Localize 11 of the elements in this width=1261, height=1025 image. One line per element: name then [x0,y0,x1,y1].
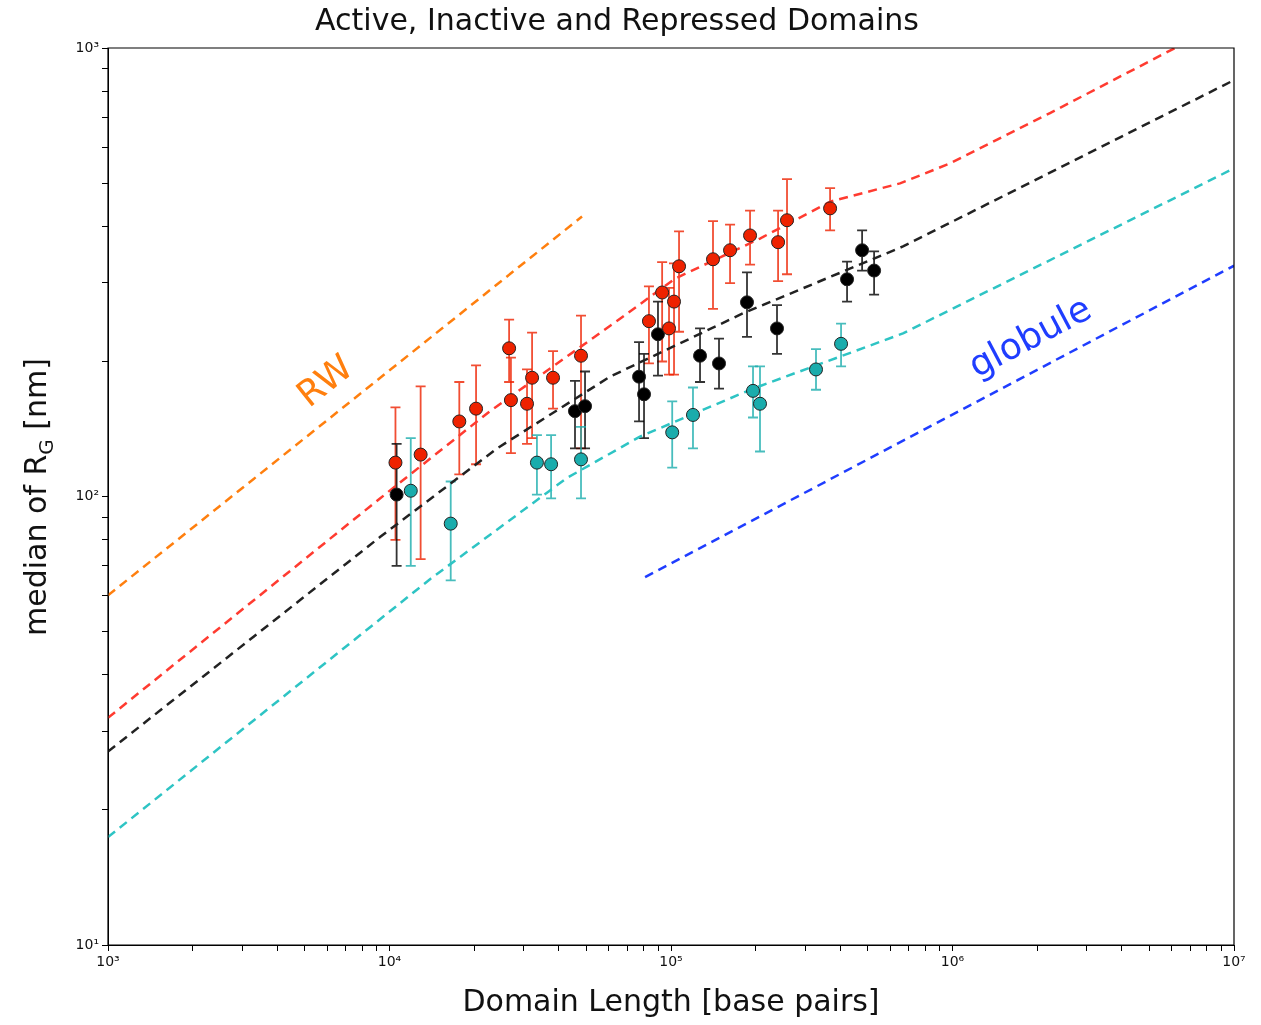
y-tick-label: 10³ [75,38,99,55]
x-tick-label: 10⁴ [377,953,402,970]
chart-title: Active, Inactive and Repressed Domains [315,1,919,37]
y-tick-label: 10² [75,487,99,504]
x-tick-label: 10⁷ [1222,953,1246,970]
x-tick-label: 10⁵ [659,953,683,970]
y-tick-label: 10¹ [75,935,99,952]
x-tick-label: 10³ [96,953,120,970]
annotation: RW [288,345,361,415]
x-axis-title: Domain Length [base pairs] [462,982,880,1018]
x-tick-label: 10⁶ [940,953,965,970]
